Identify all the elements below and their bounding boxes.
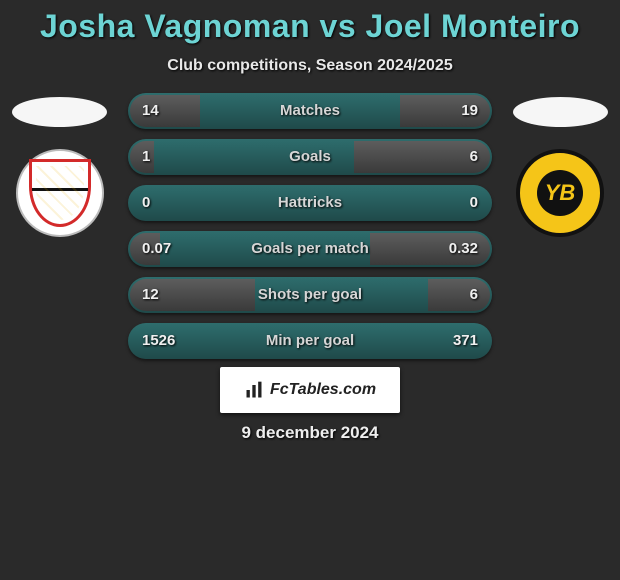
stuttgart-shield-icon [29, 159, 91, 227]
subtitle: Club competitions, Season 2024/2025 [0, 57, 620, 75]
stat-label: Hattricks [128, 185, 492, 221]
club-crest-right: YB [516, 149, 604, 237]
stat-value-right: 0 [470, 185, 478, 221]
stat-row: 14Matches19 [128, 93, 492, 129]
stat-value-right: 6 [470, 277, 478, 313]
stat-row: 1526Min per goal371 [128, 323, 492, 359]
stat-label: Matches [128, 93, 492, 129]
stat-row: 1Goals6 [128, 139, 492, 175]
source-label: FcTables.com [270, 381, 376, 399]
stat-row: 0.07Goals per match0.32 [128, 231, 492, 267]
stat-label: Goals [128, 139, 492, 175]
stats-list: 14Matches19 1Goals6 0Hattricks0 0.07Goals p… [128, 93, 492, 369]
source-badge: FcTables.com [220, 367, 400, 413]
stat-value-right: 371 [453, 323, 478, 359]
young-boys-badge-icon: YB [537, 170, 583, 216]
comparison-card: Josha Vagnoman vs Joel Monteiro Club com… [0, 0, 620, 580]
stat-label: Min per goal [128, 323, 492, 359]
stat-value-right: 0.32 [449, 231, 478, 267]
shadow-ellipse-left [12, 97, 107, 127]
stat-value-right: 19 [461, 93, 478, 129]
stat-label: Shots per goal [128, 277, 492, 313]
date-label: 9 december 2024 [0, 423, 620, 443]
stat-row: 12Shots per goal6 [128, 277, 492, 313]
stat-row: 0Hattricks0 [128, 185, 492, 221]
main-area: YB 14Matches19 1Goals6 0Hattricks0 0.07Goal… [0, 93, 620, 353]
page-title: Josha Vagnoman vs Joel Monteiro [0, 8, 620, 45]
stat-label: Goals per match [128, 231, 492, 267]
bar-stats-icon [244, 380, 264, 400]
shadow-ellipse-right [513, 97, 608, 127]
stat-value-right: 6 [470, 139, 478, 175]
club-crest-left [16, 149, 104, 237]
